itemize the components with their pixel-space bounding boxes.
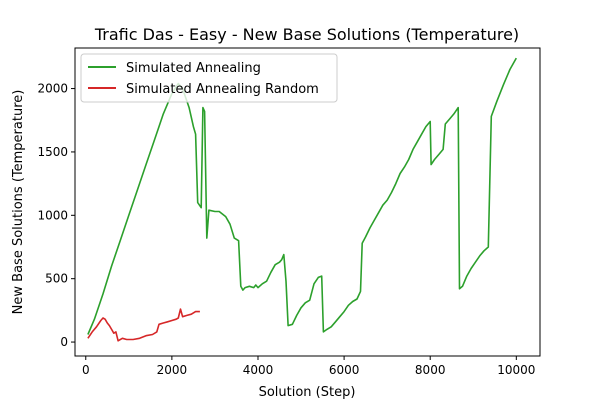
x-tick-label: 6000 xyxy=(329,363,360,377)
chart-title: Trafic Das - Easy - New Base Solutions (… xyxy=(94,25,519,44)
x-axis-label: Solution (Step) xyxy=(259,385,356,400)
legend-box xyxy=(80,53,338,103)
x-tick-label: 0 xyxy=(82,363,90,377)
y-tick-label: 0 xyxy=(60,335,68,349)
y-tick-label: 2000 xyxy=(37,82,68,96)
y-tick-label: 1500 xyxy=(37,145,68,159)
y-tick-label: 1000 xyxy=(37,208,68,222)
x-tick-label: 8000 xyxy=(415,363,446,377)
x-tick-label: 10000 xyxy=(497,363,535,377)
plot-frame xyxy=(74,47,541,357)
y-axis: 0 500 1000 1500 2000 xyxy=(37,82,75,349)
x-axis: 0 2000 4000 6000 8000 10000 xyxy=(82,356,535,377)
legend-label-simulated-annealing: Simulated Annealing xyxy=(126,61,261,76)
series-line-simulated-annealing-random xyxy=(87,308,200,342)
x-tick-label: 2000 xyxy=(157,363,188,377)
y-tick-label: 500 xyxy=(45,272,68,286)
series-line-simulated-annealing xyxy=(87,57,517,335)
series-lines xyxy=(87,57,517,342)
legend-label-simulated-annealing-random: Simulated Annealing Random xyxy=(126,82,319,97)
legend: Simulated Annealing Simulated Annealing … xyxy=(80,53,338,103)
x-tick-label: 4000 xyxy=(243,363,274,377)
y-axis-label: New Base Solutions (Temperature) xyxy=(11,90,26,315)
